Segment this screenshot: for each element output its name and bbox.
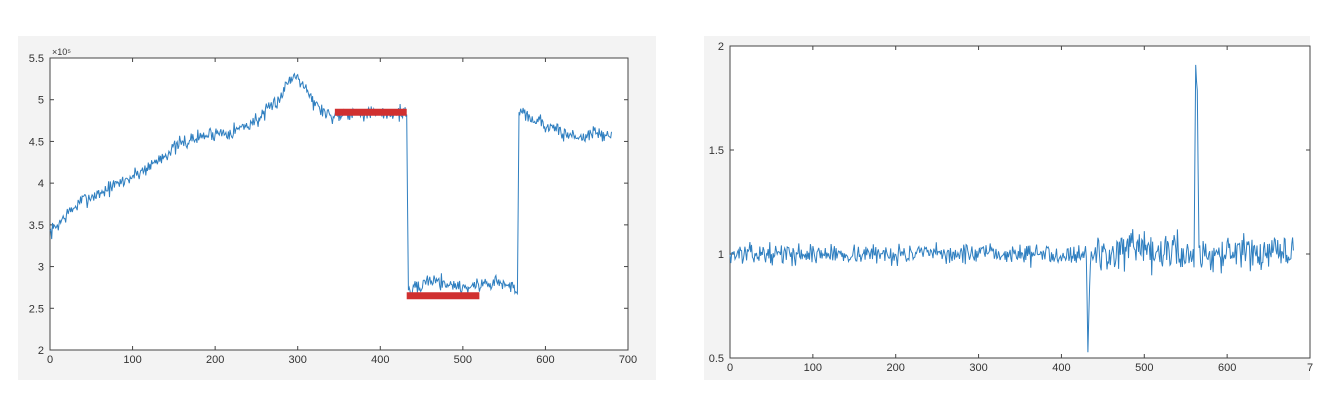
right-chart-x-tick-label: 300 — [969, 362, 987, 374]
right-chart-y-tick-label: 2 — [718, 41, 724, 53]
right-chart-x-tick-label: 7 — [1307, 362, 1313, 374]
left-chart-x-tick-label: 600 — [536, 354, 554, 366]
left-chart-x-tick-label: 500 — [454, 354, 472, 366]
right-chart-y-tick-label: 1.5 — [709, 145, 724, 157]
right-chart-x-tick-label: 500 — [1135, 362, 1153, 374]
left-chart-x-tick-label: 400 — [371, 354, 389, 366]
left-chart-y-tick-label: 2 — [38, 345, 44, 357]
left-chart-y-exponent-label: ×10⁵ — [52, 47, 71, 57]
right-chart-x-tick-label: 0 — [727, 362, 733, 374]
left-chart-x-tick-label: 200 — [206, 354, 224, 366]
right-chart-y-tick-label: 1 — [718, 249, 724, 261]
left-chart: 0 100 200 300 400 500 600 700 2 2.5 3 3.5 4 4.5 5 5.5 ×1… — [29, 47, 637, 366]
left-chart-y-tick-label: 4 — [38, 178, 44, 190]
left-chart-y-tick-label: 5.5 — [29, 53, 44, 65]
left-chart-x-tick-label: 700 — [619, 354, 637, 366]
left-chart-y-tick-label: 4.5 — [29, 136, 44, 148]
right-chart-y-tick-label: 0.5 — [709, 353, 724, 365]
right-chart-x-tick-label: 600 — [1218, 362, 1236, 374]
right-chart-plot-area — [729, 45, 1311, 359]
left-chart-y-tick-label: 3.5 — [29, 220, 44, 232]
left-chart-y-tick-label: 5 — [38, 95, 44, 107]
left-chart-y-tick-label: 3 — [38, 262, 44, 274]
left-chart-x-tick-label: 300 — [289, 354, 307, 366]
right-chart-x-tick-label: 200 — [887, 362, 905, 374]
right-chart-series-line — [729, 64, 1294, 353]
right-chart-x-tick-label: 400 — [1052, 362, 1070, 374]
left-chart-x-tick-label: 100 — [123, 354, 141, 366]
right-chart-panel: 0 100 200 300 400 500 600 7 0.5 1 1.5 2 — [704, 36, 1313, 380]
left-chart-x-tick-label: 0 — [47, 354, 53, 366]
left-chart-y-tick-label: 2.5 — [29, 303, 44, 315]
left-chart-plot-area — [49, 57, 629, 351]
left-chart-series-line — [49, 72, 612, 298]
left-chart-panel: 0 100 200 300 400 500 600 700 2 2.5 3 3.5 4 4.5 5 5.5 ×1… — [18, 36, 656, 380]
right-chart-x-tick-label: 100 — [804, 362, 822, 374]
right-chart: 0 100 200 300 400 500 600 7 0.5 1 1.5 2 — [709, 41, 1313, 374]
